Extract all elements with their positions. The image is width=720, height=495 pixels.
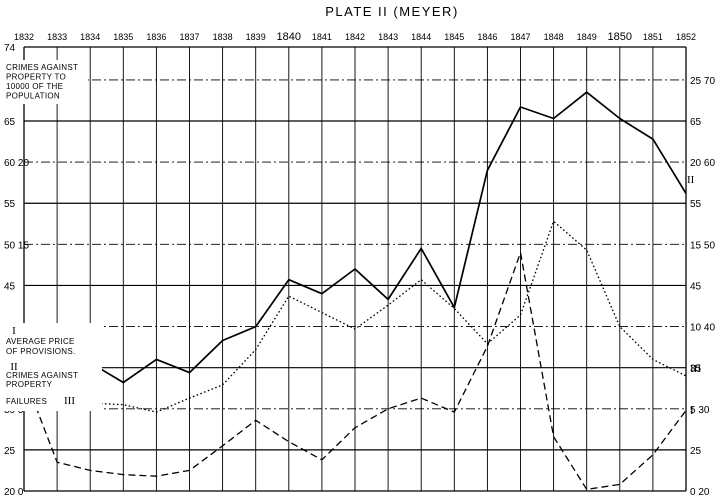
legend-provisions-text: AVERAGE PRICE <box>6 337 75 346</box>
axis-labels: 1832 1833 1834 1835 1836 1837 1838 1839 1840 1841… <box>4 31 715 495</box>
y-tick-label-left: 50 15 <box>4 240 29 251</box>
y-tick-label-right: 55 <box>690 199 702 210</box>
series-lines <box>23 91 687 491</box>
legend-crimes-mark: II <box>10 361 18 373</box>
y-tick-label-right: 20 60 <box>690 158 715 169</box>
y-tick-label-left: 20 0 <box>4 487 24 495</box>
y-tick-label-left: 60 20 <box>4 158 29 169</box>
legend-provisions-mark: I <box>12 325 16 337</box>
legend-top-text: PROPERTY TO <box>6 73 66 82</box>
series-line <box>23 91 687 384</box>
series-line <box>23 220 687 413</box>
year-label: 1850 <box>608 31 632 43</box>
legend-top-text: CRIMES AGAINST <box>6 63 78 72</box>
y-tick-label-right: 0 20 <box>690 487 710 495</box>
y-tick-label-right: 25 70 <box>690 76 715 87</box>
year-label: 1836 <box>146 32 166 42</box>
legend-provisions-text: OF PROVISIONS. <box>6 347 76 356</box>
grid <box>23 46 687 492</box>
y-tick-label-right: 35 <box>690 364 702 375</box>
right-mark-crimes: II <box>687 174 695 186</box>
y-tick-label-right: 5 30 <box>690 405 710 416</box>
right-mark-provisions: III <box>690 363 701 375</box>
year-label: 1846 <box>477 32 497 42</box>
y-tick-label-right: 15 50 <box>690 240 715 251</box>
year-label: 1834 <box>80 32 100 42</box>
year-label: 1847 <box>510 32 530 42</box>
legend-top-text: 10000 OF THE <box>6 82 63 91</box>
year-label: 1844 <box>411 32 431 42</box>
year-label: 1840 <box>277 31 301 43</box>
right-mark-failures: I <box>690 405 694 417</box>
y-tick-label-left: 25 <box>4 446 16 457</box>
y-tick-label-left: 55 <box>4 199 16 210</box>
legend-background <box>2 323 102 411</box>
y-tick-label-right: 65 <box>690 117 702 128</box>
y-tick-label-right: 10 40 <box>690 323 715 334</box>
year-label: 1842 <box>345 32 365 42</box>
legend-failures-text: FAILURES <box>6 397 47 406</box>
legend-crimes-text: CRIMES AGAINST <box>6 371 78 380</box>
year-label: 1832 <box>14 32 34 42</box>
year-label: 1835 <box>113 32 133 42</box>
year-label: 1841 <box>312 32 332 42</box>
year-label: 1833 <box>47 32 67 42</box>
year-label: 1851 <box>643 32 663 42</box>
legend-top-background <box>2 60 88 104</box>
legend-failures-mark: III <box>64 395 75 407</box>
y-tick-label-right: 45 <box>690 281 702 292</box>
y-tick-label-right: 25 <box>690 446 702 457</box>
chart-title: PLATE II (MEYER) <box>325 4 459 19</box>
year-label: 1852 <box>676 32 696 42</box>
legend-top-text: POPULATION <box>6 92 60 101</box>
year-label: 1838 <box>213 32 233 42</box>
y-tick-label-left: 65 <box>4 117 16 128</box>
year-label: 1839 <box>246 32 266 42</box>
year-label: 1837 <box>179 32 199 42</box>
year-label: 1845 <box>444 32 464 42</box>
year-label: 1849 <box>577 32 597 42</box>
year-label: 1843 <box>378 32 398 42</box>
series-line <box>23 251 687 491</box>
legend-crimes-text: PROPERTY <box>6 380 53 389</box>
year-label: 1848 <box>544 32 564 42</box>
y-tick-label-left: 74 <box>4 43 16 54</box>
y-tick-label-left: 45 <box>4 281 16 292</box>
